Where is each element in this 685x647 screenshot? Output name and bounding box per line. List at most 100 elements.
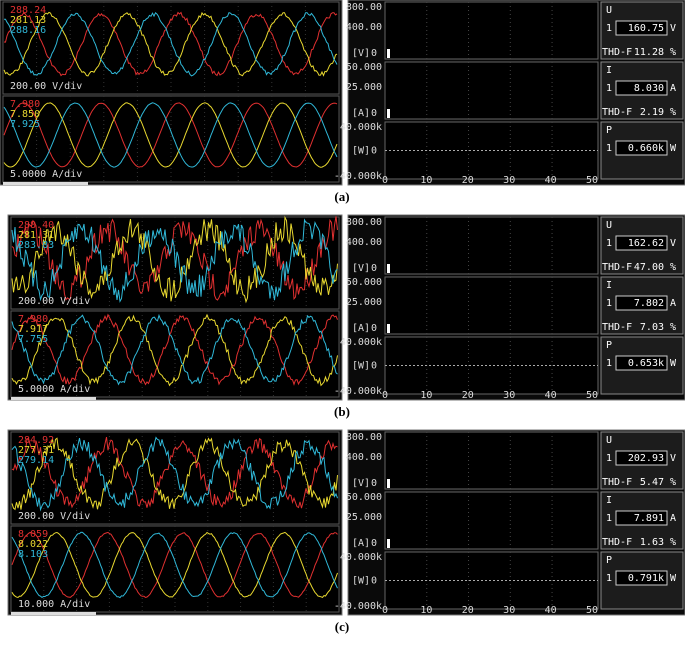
y-tick-label: -40.000k	[334, 601, 382, 612]
x-tick-label: 0	[382, 605, 388, 616]
reading-unit: V	[670, 238, 676, 249]
y-tick-label: 400.00	[346, 237, 382, 248]
y-tick-label: 25.000	[346, 512, 382, 523]
reading-unit: W	[670, 143, 677, 154]
unit-label: [V]	[352, 263, 370, 274]
caption: (a)	[334, 189, 349, 204]
zero-label: 0	[371, 576, 377, 587]
thd-unit: %	[670, 47, 676, 58]
thd-value: 7.03	[640, 322, 664, 333]
reading-name: I	[606, 495, 612, 506]
voltage-reading: 288.16	[10, 25, 46, 36]
thd-label: THD-F	[602, 322, 632, 333]
zero-label: 0	[371, 361, 377, 372]
caption: (b)	[334, 404, 350, 419]
reading-value: 8.030	[634, 83, 664, 94]
reading-value: 0.791k	[628, 573, 664, 584]
harmonic-plot	[384, 1, 599, 60]
x-tick-label: 0	[382, 175, 388, 186]
x-tick-label: 10	[420, 390, 432, 401]
thd-label: THD-F	[602, 477, 632, 488]
current-reading: 8.059	[18, 529, 48, 540]
waveform	[3, 102, 338, 168]
reading-value: 202.93	[628, 453, 664, 464]
reading-order: 1	[606, 453, 612, 464]
harmonic-plot	[384, 61, 599, 120]
y-tick-label: 400.00	[346, 452, 382, 463]
zero-label: 0	[371, 538, 377, 549]
waveform	[11, 215, 338, 304]
harmonic-plot	[384, 491, 599, 550]
waveform	[11, 313, 338, 387]
voltage-reading: 281.13	[10, 15, 46, 26]
waveform	[4, 11, 338, 77]
y-tick-label: 50.000	[346, 492, 382, 503]
reading-order: 1	[606, 573, 612, 584]
y-tick-label: 800.00	[346, 432, 382, 443]
waveform	[11, 531, 338, 599]
harmonic-plot	[384, 216, 599, 275]
current-reading: 7.980	[10, 99, 40, 110]
reading-name: P	[606, 340, 612, 351]
waveform	[3, 102, 338, 168]
y-tick-label: 25.000	[346, 82, 382, 93]
voltage-reading: 277.31	[18, 445, 54, 456]
voltage-reading: 284.92	[18, 435, 54, 446]
reading-value: 7.802	[634, 298, 664, 309]
x-tick-label: 0	[382, 390, 388, 401]
waveform	[11, 313, 338, 386]
thd-label: THD-F	[602, 537, 632, 548]
reading-name: I	[606, 65, 612, 76]
x-tick-label: 50	[586, 605, 598, 616]
harmonic-plot	[384, 276, 599, 335]
reading-value: 7.891	[634, 513, 664, 524]
thd-unit: %	[670, 477, 676, 488]
unit-label: [W]	[352, 576, 370, 587]
waveform	[11, 218, 338, 303]
fundamental-bar	[387, 49, 390, 58]
y-tick-label: 40.000k	[340, 337, 382, 348]
unit-label: [W]	[352, 361, 370, 372]
y-tick-label: -40.000k	[334, 171, 382, 182]
reading-order: 1	[606, 143, 612, 154]
waveform	[11, 436, 338, 512]
reading-unit: W	[670, 573, 677, 584]
x-tick-label: 30	[503, 605, 515, 616]
thd-value: 2.19	[640, 107, 664, 118]
zero-label: 0	[371, 108, 377, 119]
value-box	[615, 510, 668, 526]
voltage-scale: 200.00 V/div	[10, 81, 82, 92]
waveform	[11, 437, 338, 511]
reading-value: 162.62	[628, 238, 664, 249]
zero-label: 0	[371, 323, 377, 334]
current-scale: 5.0000 A/div	[10, 169, 82, 180]
x-tick-label: 40	[545, 605, 557, 616]
voltage-reading: 288.24	[10, 5, 46, 16]
scrollbar	[3, 182, 88, 185]
thd-value: 47.00	[634, 262, 664, 273]
value-box	[615, 20, 668, 36]
current-reading: 7.850	[10, 109, 40, 120]
reading-name: U	[606, 5, 612, 16]
thd-value: 1.63	[640, 537, 664, 548]
y-tick-label: 800.00	[346, 217, 382, 228]
value-box	[615, 355, 668, 371]
fundamental-bar	[387, 324, 390, 333]
zero-label: 0	[371, 478, 377, 489]
waveform	[3, 11, 338, 77]
thd-value: 5.47	[640, 477, 664, 488]
y-tick-label: 25.000	[346, 297, 382, 308]
reading-order: 1	[606, 83, 612, 94]
waveform	[11, 313, 338, 386]
x-tick-label: 40	[545, 390, 557, 401]
y-tick-label: 400.00	[346, 22, 382, 33]
harmonic-plot	[384, 431, 599, 490]
unit-label: [A]	[352, 108, 370, 119]
current-scale: 5.0000 A/div	[18, 384, 90, 395]
y-tick-label: 40.000k	[340, 552, 382, 563]
unit-label: [V]	[352, 478, 370, 489]
reading-order: 1	[606, 513, 612, 524]
reading-name: I	[606, 280, 612, 291]
reading-value: 0.660k	[628, 143, 664, 154]
